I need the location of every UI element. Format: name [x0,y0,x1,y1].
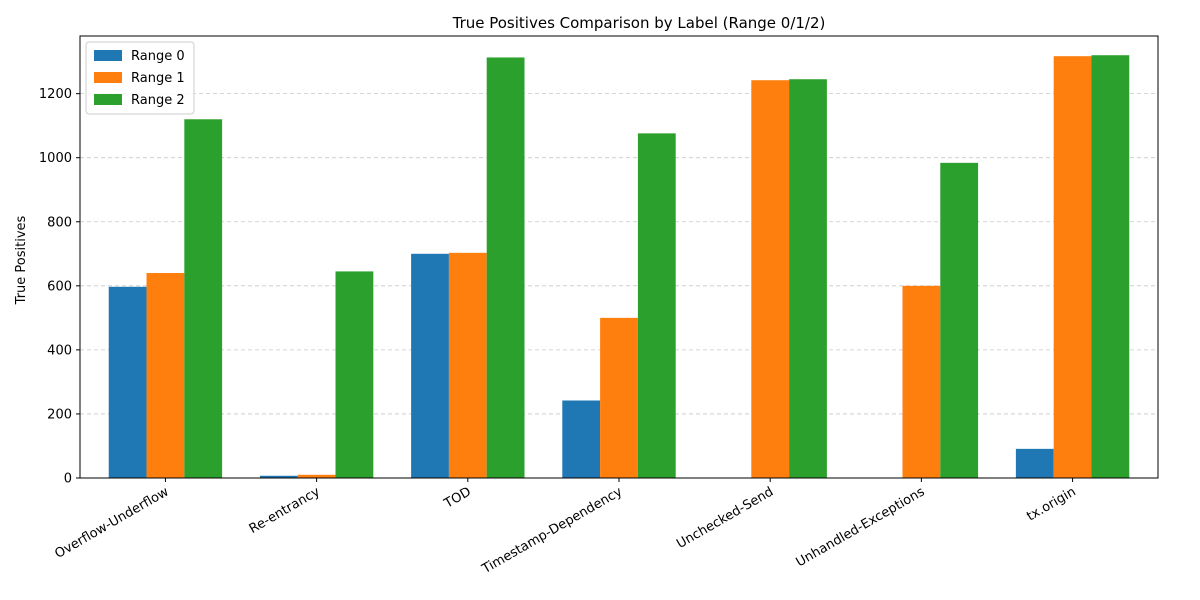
bar [562,400,601,478]
y-tick-label: 600 [47,279,72,294]
bar [335,271,374,478]
bar [1091,55,1130,478]
bars [108,55,1130,479]
bar [411,253,449,478]
y-tick-label: 800 [47,215,72,230]
legend-label: Range 0 [131,49,185,64]
bar [902,285,941,478]
legend-label: Range 1 [131,71,185,86]
bar [448,252,487,478]
chart-title: True Positives Comparison by Label (Rang… [452,14,826,32]
x-tick-label: Overflow-Underflow [52,484,171,562]
bar [486,57,525,479]
bar [1015,448,1054,478]
y-tick-label: 1000 [39,151,72,166]
x-tick-label: Timestamp-Dependency [479,484,625,577]
x-tick-label: tx.origin [1024,484,1078,524]
bar [259,475,298,478]
y-tick-label: 1200 [39,87,72,102]
legend-swatch [94,72,122,83]
legend-swatch [94,50,122,61]
bar [789,79,827,478]
y-axis-label: True Positives [14,215,29,305]
bar [108,286,147,478]
x-tick-label: Unchecked-Send [674,484,776,552]
x-tick-label: Re-entrancy [247,484,323,537]
x-tick-label: Unhandled-Exceptions [794,484,928,570]
y-tick-label: 0 [64,472,72,487]
bar [600,317,638,478]
bar [1053,56,1092,479]
bar [184,119,223,478]
bar [940,162,979,478]
legend-label: Range 2 [131,93,185,108]
legend-swatch [94,94,122,105]
bar [751,80,790,478]
bar [146,273,185,478]
legend: Range 0 Range 1 Range 2 [85,41,195,115]
bar [297,474,336,478]
bar [637,133,676,479]
y-tick-label: 400 [47,343,72,358]
x-tick-label: TOD [441,484,474,512]
y-tick-label: 200 [47,407,72,422]
